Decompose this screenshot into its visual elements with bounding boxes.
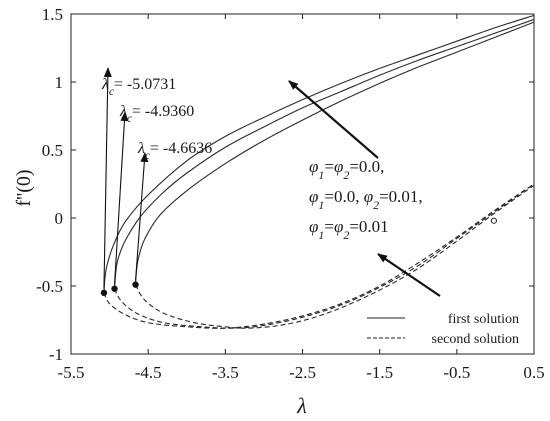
lambda-value: = -5.0731 (114, 76, 176, 93)
plot-area (70, 13, 535, 355)
phi-subscript: 1 (318, 198, 324, 212)
lambda-value: = -4.6636 (150, 140, 212, 157)
label-text: =0.01, (379, 187, 423, 206)
phi-subscript: 2 (343, 228, 349, 242)
x-tick-label: 0.5 (523, 363, 544, 382)
legend: first solution second solution (367, 312, 519, 347)
y-tick-label: 0.5 (42, 141, 63, 160)
first-solution-line-2 (113, 18, 535, 289)
lambda-value: = -4.9360 (132, 103, 194, 120)
second-solution-line-2 (114, 183, 535, 329)
phi-symbol: φ (309, 187, 318, 206)
legend-label-solid: first solution (448, 312, 519, 327)
phi-symbol: φ (309, 217, 318, 236)
phi-subscript: 2 (373, 198, 379, 212)
volume-fraction-label-3: φ1=φ2=0.01 (309, 217, 389, 242)
label-text: =0.0, (349, 157, 384, 176)
lambda-symbol: λ (101, 76, 109, 93)
y-tick-label: 0 (55, 209, 64, 228)
critical-point-3 (132, 281, 139, 288)
critical-arrow-2 (113, 111, 129, 285)
critical-lambda-label-1: λc= -5.0731 (101, 76, 176, 98)
solution-curves (103, 14, 535, 329)
first-solution-line-3 (134, 21, 535, 285)
critical-lambda-label-2: λc= -4.9360 (119, 103, 194, 125)
second-solution-line-1 (103, 183, 535, 329)
phi-symbol: φ (309, 157, 318, 176)
x-tick-label: -3.5 (212, 363, 239, 382)
x-tick-label: -1.5 (366, 363, 393, 382)
x-axis-label: λ (296, 393, 307, 418)
critical-point-2 (111, 285, 118, 292)
lambda-symbol: λ (137, 140, 145, 157)
critical-lambda-label-3: λc= -4.6636 (137, 140, 212, 162)
y-tick-label: -0.5 (36, 277, 63, 296)
label-text: = (324, 157, 334, 176)
y-tick-label: -1 (49, 345, 63, 364)
lambda-symbol: λ (119, 103, 127, 120)
second-solution-line-3 (135, 184, 535, 329)
y-tick-label: 1 (55, 73, 64, 92)
open-circle-marker (490, 217, 497, 224)
phi-symbol: φ (364, 187, 373, 206)
phi-subscript: 2 (343, 168, 349, 182)
legend-label-dashed: second solution (432, 332, 520, 347)
first-solution-line-1 (103, 14, 535, 293)
label-text: = (324, 217, 334, 236)
axis-ticks: -5.5 -4.5 -3.5 -2.5 -1.5 -0.5 0.5 -1 -0.5 0 0.5 1 1.… (36, 5, 545, 382)
volume-fraction-label-1: φ1=φ2=0.0, (309, 157, 384, 182)
y-axis-label: f''(0) (13, 169, 35, 206)
lambda-subscript: c (127, 113, 132, 125)
second-solution-pointer-arrow (377, 253, 441, 297)
label-text: =0.01 (349, 217, 388, 236)
y-tick-label: 1.5 (42, 5, 63, 24)
phi-symbol: φ (334, 157, 343, 176)
first-solution-pointer-arrow (288, 80, 379, 159)
x-tick-label: -4.5 (135, 363, 162, 382)
x-tick-label: -2.5 (289, 363, 316, 382)
phi-subscript: 1 (318, 168, 324, 182)
critical-arrow-3 (134, 152, 149, 281)
lambda-subscript: c (109, 86, 114, 98)
x-tick-label: -5.5 (58, 363, 85, 382)
volume-fraction-label-2: φ1=0.0, φ2=0.01, (309, 187, 423, 212)
critical-point-1 (100, 289, 108, 296)
critical-point-markers (100, 217, 497, 296)
phi-subscript: 1 (318, 228, 324, 242)
x-tick-label: -0.5 (443, 363, 470, 382)
label-text: =0.0, (324, 187, 363, 206)
critical-arrow-1 (103, 67, 112, 289)
lambda-subscript: c (145, 150, 150, 162)
phi-symbol: φ (334, 217, 343, 236)
